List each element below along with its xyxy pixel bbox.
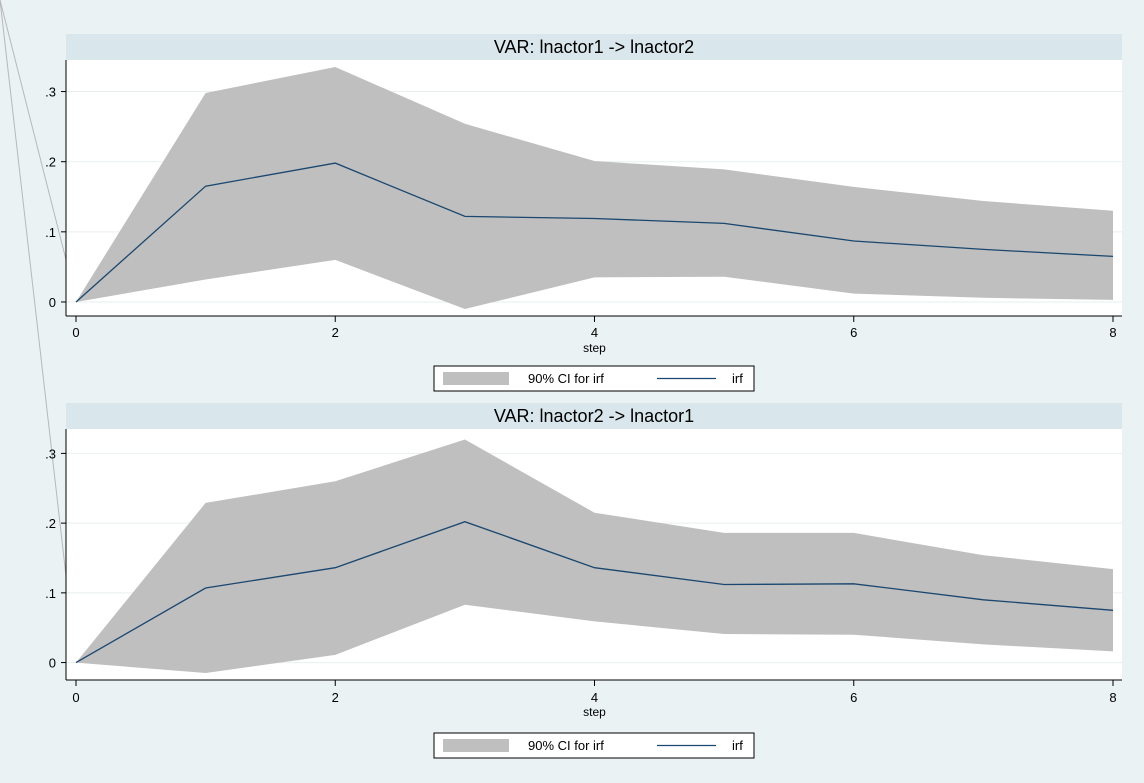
decorative-diagonal-line — [0, 0, 77, 300]
chart-title: VAR: lnactor1 -> lnactor2 — [494, 37, 694, 57]
x-tick-label: 6 — [850, 690, 857, 705]
x-tick-label: 0 — [72, 325, 79, 340]
chart-title: VAR: lnactor2 -> lnactor1 — [494, 406, 694, 426]
legend-swatch-ci — [443, 372, 509, 385]
chart-title-strip — [66, 403, 1122, 429]
chart-title-strip — [66, 34, 1122, 60]
legend-label-ci: 90% CI for irf — [528, 738, 604, 753]
x-tick-label: 2 — [332, 690, 339, 705]
y-tick-label: .3 — [45, 85, 56, 100]
x-tick-label: 8 — [1109, 325, 1116, 340]
legend-label-irf: irf — [732, 371, 743, 386]
legend-swatch-ci — [443, 739, 509, 752]
ci-band — [76, 67, 1113, 309]
y-tick-label: .3 — [45, 446, 56, 461]
x-axis-title: step — [583, 341, 606, 355]
x-tick-label: 4 — [591, 690, 598, 705]
x-tick-label: 2 — [332, 325, 339, 340]
legend: 90% CI for irf irf — [433, 365, 755, 392]
y-tick-label: .1 — [45, 586, 56, 601]
y-tick-label: 0 — [49, 295, 56, 310]
y-tick-label: 0 — [49, 656, 56, 671]
x-axis-title: step — [583, 705, 606, 719]
x-tick-label: 8 — [1109, 690, 1116, 705]
irf-line — [75, 521, 1114, 664]
y-tick-label: .2 — [45, 155, 56, 170]
irf-panel-1: VAR: lnactor1 -> lnactor2 0 .1 .2 .3 0 2 4 6 8 ste… — [45, 34, 1122, 392]
decorative-diagonal-line — [0, 0, 77, 664]
y-tick-label: .1 — [45, 225, 56, 240]
x-tick-label: 0 — [72, 690, 79, 705]
legend-label-ci: 90% CI for irf — [528, 371, 604, 386]
x-tick-label: 6 — [850, 325, 857, 340]
irf-panel-2: VAR: lnactor2 -> lnactor1 0 .1 .2 .3 0 2 4 6 8 ste… — [45, 403, 1122, 759]
ci-band — [76, 439, 1113, 673]
x-tick-label: 4 — [591, 325, 598, 340]
y-tick-label: .2 — [45, 516, 56, 531]
legend-label-irf: irf — [732, 738, 743, 753]
legend: 90% CI for irf irf — [433, 732, 755, 759]
